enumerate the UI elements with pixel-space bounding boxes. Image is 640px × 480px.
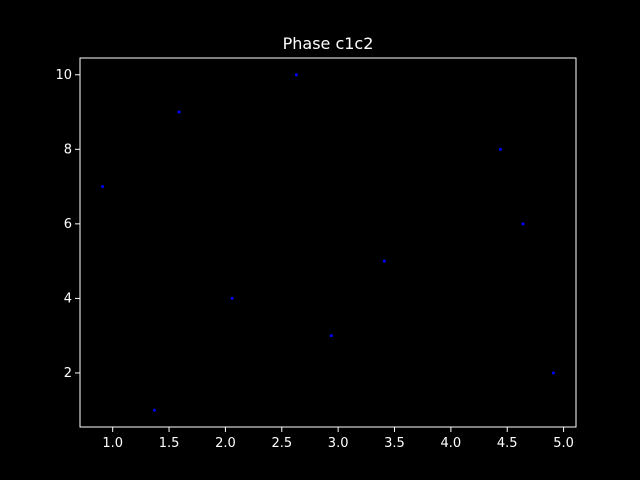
x-tick-label: 3.0	[328, 436, 349, 451]
x-axis: 1.0 1.5 2.0 2.5 3.0 3.5 4.0 4.5 5.0	[102, 427, 574, 451]
y-tick-label: 6	[64, 217, 72, 232]
y-tick-label: 2	[64, 366, 72, 381]
data-point	[177, 110, 181, 114]
data-point	[230, 296, 234, 300]
y-axis: 2 4 6 8 10	[55, 68, 80, 381]
x-tick-label: 3.5	[384, 436, 405, 451]
x-tick-label: 1.0	[102, 436, 123, 451]
x-tick-label: 4.5	[497, 436, 518, 451]
x-tick-label: 5.0	[553, 436, 574, 451]
data-point	[329, 334, 333, 338]
x-tick-label: 2.5	[271, 436, 292, 451]
data-point	[382, 259, 386, 263]
data-point	[551, 371, 555, 375]
x-tick-label: 2.0	[215, 436, 236, 451]
axes-frame	[79, 57, 577, 428]
x-tick-label: 1.5	[159, 436, 180, 451]
data-point	[521, 222, 525, 226]
y-tick-label: 4	[64, 291, 72, 306]
data-point	[152, 408, 156, 412]
plot-area	[101, 73, 555, 412]
chart-title: Phase c1c2	[283, 34, 374, 53]
data-point	[294, 73, 298, 77]
y-tick-label: 8	[64, 142, 72, 157]
y-tick-label: 10	[55, 68, 72, 83]
x-tick-label: 4.0	[441, 436, 462, 451]
data-point	[498, 147, 502, 151]
data-point	[101, 185, 105, 189]
